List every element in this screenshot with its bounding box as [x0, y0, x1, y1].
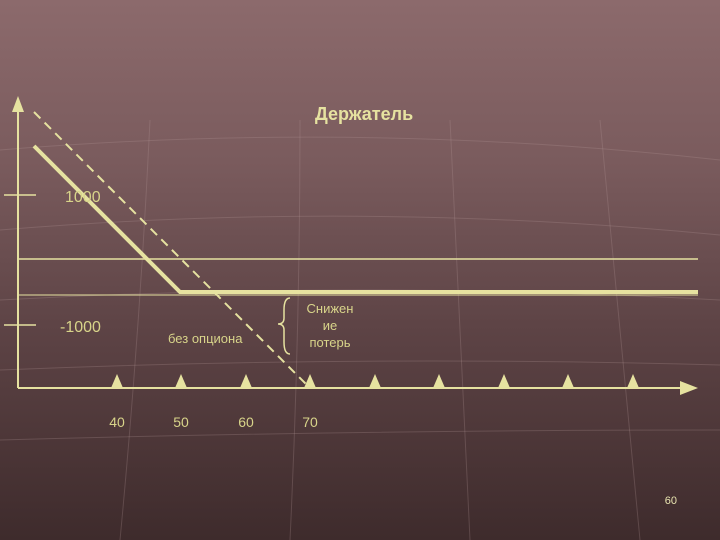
x-marker-9 — [627, 374, 639, 388]
x-marker-50 — [175, 374, 187, 388]
x-label-60: 60 — [238, 414, 254, 430]
loss-reduction-brace — [277, 297, 291, 355]
label-loss-reduction-line3: потерь — [309, 335, 350, 350]
x-label-40: 40 — [109, 414, 125, 430]
slide-title: Держатель — [315, 104, 413, 124]
x-marker-8 — [562, 374, 574, 388]
x-marker-7 — [498, 374, 510, 388]
label-without-option: без опциона — [168, 331, 243, 346]
x-label-50: 50 — [173, 414, 189, 430]
x-marker-40 — [111, 374, 123, 388]
x-axis-arrow — [680, 381, 698, 395]
x-marker-5 — [369, 374, 381, 388]
y-label-1000: 1000 — [65, 189, 101, 206]
x-marker-60 — [240, 374, 252, 388]
payoff-line-without-option — [33, 111, 311, 389]
page-number: 60 — [664, 495, 677, 507]
y-label-minus-1000: -1000 — [60, 319, 101, 336]
label-loss-reduction-line2: ие — [323, 318, 338, 333]
x-label-70: 70 — [302, 414, 318, 430]
x-marker-6 — [433, 374, 445, 388]
label-loss-reduction-line1: Снижен — [307, 301, 354, 316]
x-marker-70 — [304, 374, 316, 388]
y-axis-arrow — [12, 96, 24, 112]
payoff-line-with-option — [32, 144, 698, 294]
